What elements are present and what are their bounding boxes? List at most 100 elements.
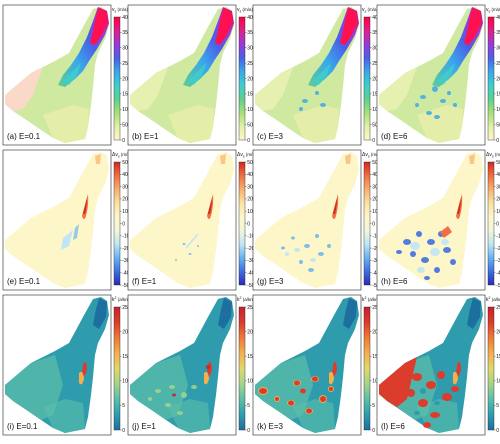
colorbar-tick-label: 50 (496, 122, 500, 128)
panel-0-2: (c) E=3 vs (m/a) 0 50 100 150 200 250 300 350 400 (252, 4, 381, 146)
colorbar-label: Δvs (m/a) (486, 152, 500, 159)
colorbar-tick-label: 50 (247, 160, 253, 166)
panel-label: (i) E=0.1 (7, 422, 38, 431)
heatmap (255, 152, 359, 288)
colorbar-tick-label: 150 (372, 92, 381, 98)
colorbar-tick-label: 250 (496, 61, 500, 67)
heatmap (5, 297, 109, 433)
colorbar-tick-label: 300 (122, 46, 131, 52)
colorbar-tick-label: -20 (372, 246, 379, 252)
colorbar-tick-label: 200 (122, 76, 131, 82)
colorbar-tick-label: 10 (122, 209, 128, 215)
panel-label: (d) E=6 (381, 132, 408, 141)
colorbar-tick-label: 0 (372, 428, 375, 434)
heatmap (255, 297, 359, 433)
colorbar-tick-label: 50 (496, 160, 500, 166)
colorbar-tick-label: -40 (496, 271, 500, 277)
colorbar-tick-label: -30 (372, 258, 379, 264)
colorbar-tick-label: 350 (122, 30, 131, 36)
colorbar-tick-label: -10 (496, 234, 500, 240)
colorbar-tick-label: -10 (372, 234, 379, 240)
colorbar: k2 (a/km) 0 5 10 15 20 25 (362, 296, 381, 434)
colorbar-tick-label: -50 (496, 283, 500, 289)
colorbar-tick-label: 20 (496, 329, 500, 335)
colorbar-tick-label: 150 (122, 92, 131, 98)
colorbar: k2 (a/km) 0 5 10 15 20 25 (237, 296, 256, 434)
colorbar-label: vs (m/a) (486, 7, 500, 14)
colorbar-tick-label: 10 (372, 379, 378, 385)
heatmap (130, 297, 234, 433)
colorbar: vs (m/a) 0 50 100 150 200 250 300 350 400 (362, 7, 381, 144)
colorbar-gradient (113, 16, 121, 141)
colorbar-tick-label: -40 (247, 271, 254, 277)
colorbar: Δvs (m/a) -50 -40 -30 -20 -10 0 10 20 30 40 50 (362, 152, 382, 289)
panel-1-0: (e) E=0.1 Δvs (m/a) -50 -40 -30 -20 -10 0 10 20 30… (2, 149, 132, 291)
colorbar-tick-label: 50 (247, 122, 253, 128)
colorbar-gradient (238, 16, 246, 141)
colorbar-tick-label: 200 (496, 76, 500, 82)
panel-2-1: (j) E=1 k2 (a/km) 0 5 10 15 20 25 (127, 294, 256, 436)
panel-label: (g) E=3 (257, 277, 284, 286)
colorbar-tick-label: 0 (247, 428, 250, 434)
colorbar: Δvs (m/a) -50 -40 -30 -20 -10 0 10 20 30 40 50 (486, 152, 500, 289)
colorbar-gradient (113, 161, 121, 286)
colorbar-tick-label: 400 (247, 15, 256, 21)
colorbar-tick-label: 5 (122, 403, 125, 409)
colorbar-tick-label: 300 (247, 46, 256, 52)
colorbar-tick-label: -50 (372, 283, 379, 289)
colorbar-tick-label: -50 (247, 283, 254, 289)
colorbar-tick-label: -30 (496, 258, 500, 264)
colorbar-tick-label: 10 (496, 209, 500, 215)
colorbar-tick-label: 50 (372, 122, 378, 128)
colorbar-tick-label: 5 (247, 403, 250, 409)
colorbar-tick-label: -10 (247, 234, 254, 240)
colorbar-tick-label: 250 (372, 61, 381, 67)
colorbar-label: k2 (a/km) (237, 296, 256, 303)
colorbar-tick-label: -40 (372, 271, 379, 277)
colorbar-tick-label: 0 (496, 221, 499, 227)
panel-label: (b) E=1 (132, 132, 159, 141)
colorbar: Δvs (m/a) -50 -40 -30 -20 -10 0 10 20 30 40 50 (237, 152, 257, 289)
colorbar-tick-label: -50 (122, 283, 129, 289)
colorbar-gradient (487, 306, 495, 431)
colorbar-label: vs (m/a) (362, 7, 379, 14)
colorbar-tick-label: 15 (247, 354, 253, 360)
colorbar-gradient (238, 306, 246, 431)
colorbar-tick-label: 100 (247, 107, 256, 113)
colorbar-tick-label: 250 (247, 61, 256, 67)
colorbar-tick-label: 15 (122, 354, 128, 360)
colorbar-tick-label: -30 (247, 258, 254, 264)
colorbar-tick-label: 10 (496, 379, 500, 385)
colorbar-tick-label: -40 (122, 271, 129, 277)
colorbar-label: vs (m/a) (237, 7, 254, 14)
colorbar: k2 (a/km) 0 5 10 15 20 25 (112, 296, 131, 434)
colorbar-label: Δvs (m/a) (362, 152, 382, 159)
colorbar-tick-label: 40 (372, 172, 378, 178)
colorbar-tick-label: -20 (122, 246, 129, 252)
heatmap (130, 152, 234, 288)
colorbar-gradient (238, 161, 246, 286)
heatmap (130, 7, 234, 143)
colorbar-label: vs (m/a) (112, 7, 129, 14)
colorbar-tick-label: 25 (122, 305, 128, 311)
colorbar: vs (m/a) 0 50 100 150 200 250 300 350 400 (486, 7, 500, 144)
colorbar-tick-label: 100 (372, 107, 381, 113)
colorbar-tick-label: -20 (247, 246, 254, 252)
colorbar-tick-label: 150 (496, 92, 500, 98)
heatmap (379, 152, 483, 288)
colorbar-tick-label: 0 (372, 221, 375, 227)
colorbar-tick-label: 0 (372, 138, 375, 144)
colorbar-label: Δvs (m/a) (112, 152, 132, 159)
panel-label: (c) E=3 (257, 132, 284, 141)
colorbar-tick-label: -10 (122, 234, 129, 240)
colorbar-tick-label: 0 (496, 428, 499, 434)
colorbar-tick-label: 40 (247, 172, 253, 178)
colorbar-tick-label: 100 (496, 107, 500, 113)
colorbar-gradient (487, 16, 495, 141)
colorbar-tick-label: 400 (122, 15, 131, 21)
colorbar-tick-label: 20 (122, 329, 128, 335)
colorbar-tick-label: 0 (247, 138, 250, 144)
panel-1-1: (f) E=1 Δvs (m/a) -50 -40 -30 -20 -10 0 10 20 30 40… (127, 149, 257, 291)
colorbar-tick-label: 100 (122, 107, 131, 113)
